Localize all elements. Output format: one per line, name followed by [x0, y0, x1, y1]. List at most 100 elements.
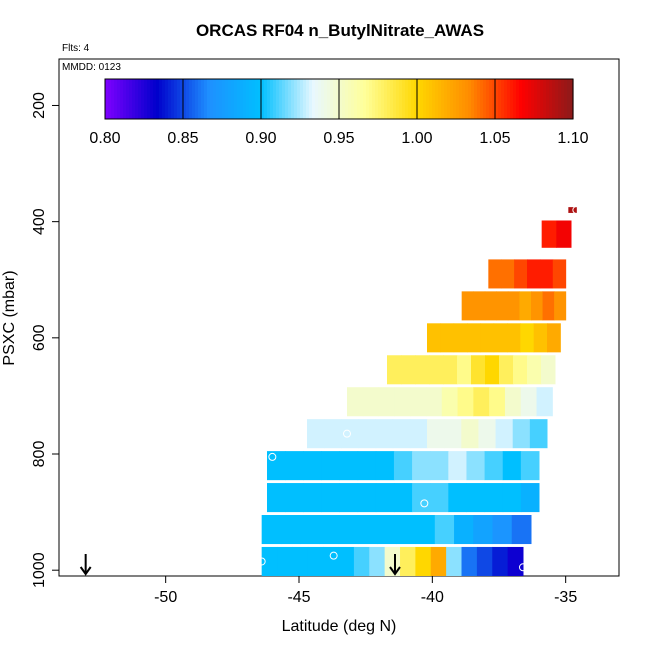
- sample-marker: [519, 563, 527, 572]
- colorbar-swatch: [243, 79, 247, 119]
- heatmap-cell: [533, 323, 548, 353]
- colorbar-swatch: [279, 79, 283, 119]
- colorbar-swatch: [405, 79, 409, 119]
- colorbar-swatch: [378, 79, 382, 119]
- heatmap-cell: [324, 419, 342, 449]
- heatmap-cell: [499, 355, 514, 385]
- colorbar-swatch: [414, 79, 418, 119]
- colorbar-swatch: [465, 79, 469, 119]
- colorbar-swatch: [432, 79, 436, 119]
- colorbar-swatch: [474, 79, 478, 119]
- heatmap-cell: [321, 483, 341, 513]
- colorbar-swatch: [153, 79, 157, 119]
- colorbar-swatch: [516, 79, 520, 119]
- colorbar-swatch: [264, 79, 268, 119]
- heatmap-cell: [461, 546, 478, 576]
- heatmap-cell: [394, 387, 411, 417]
- y-tick-label: 400: [31, 208, 48, 235]
- heatmap-cell: [285, 483, 304, 513]
- heatmap-cell: [529, 419, 548, 449]
- sample-marker: [420, 499, 429, 508]
- heatmap-cell: [478, 419, 497, 449]
- heatmap-cell: [430, 483, 449, 513]
- colorbar-swatch: [429, 79, 433, 119]
- colorbar-swatch: [108, 79, 112, 119]
- heatmap-cell: [378, 387, 395, 417]
- colorbar-swatch: [324, 79, 328, 119]
- colorbar-swatch: [486, 79, 490, 119]
- colorbar-swatch: [372, 79, 376, 119]
- colorbar-swatch: [282, 79, 286, 119]
- colorbar-swatch: [558, 79, 562, 119]
- colorbar-swatch: [381, 79, 385, 119]
- x-tick-label: -50: [154, 589, 177, 606]
- sample-marker: [343, 429, 351, 438]
- heatmap-cell: [514, 259, 528, 289]
- heatmap-cell: [392, 419, 411, 449]
- heatmap-cell: [527, 355, 542, 385]
- colorbar-swatch: [258, 79, 262, 119]
- colorbar-swatch: [267, 79, 271, 119]
- colorbar-swatch: [357, 79, 361, 119]
- heatmap-cell: [307, 546, 324, 576]
- heatmap-cell: [425, 387, 443, 417]
- heatmap-cell: [267, 451, 286, 481]
- heatmap-cell: [261, 515, 282, 545]
- sample-marker: [257, 557, 266, 566]
- x-axis: -50 -45 -40 -35: [154, 576, 577, 606]
- heatmap-cell: [393, 451, 413, 481]
- colorbar-swatch: [159, 79, 163, 119]
- colorbar-tick-label: 0.95: [323, 130, 354, 147]
- colorbar-swatch: [174, 79, 178, 119]
- colorbar-swatch: [297, 79, 301, 119]
- heatmap-cell: [541, 355, 556, 385]
- colorbar-swatch: [459, 79, 463, 119]
- heatmap-cell: [357, 451, 377, 481]
- colorbar-swatch: [180, 79, 184, 119]
- colorbar-swatch: [213, 79, 217, 119]
- heatmap-cell: [369, 546, 386, 576]
- colorbar-swatch: [201, 79, 205, 119]
- colorbar-swatch: [207, 79, 211, 119]
- colorbar-swatch: [222, 79, 226, 119]
- heatmap-cell: [401, 355, 416, 385]
- colorbar-swatch: [327, 79, 331, 119]
- colorbar-swatch: [447, 79, 451, 119]
- heatmap-cell: [556, 220, 572, 248]
- heatmap-cell: [338, 515, 359, 545]
- heatmap-cell: [415, 515, 436, 545]
- colorbar-swatch: [489, 79, 493, 119]
- colorbar-swatch: [138, 79, 142, 119]
- heatmap-cell: [484, 451, 504, 481]
- colorbar-swatch: [141, 79, 145, 119]
- heatmap-cell: [300, 515, 320, 545]
- colorbar-swatch: [354, 79, 358, 119]
- heatmap-cell: [412, 483, 431, 513]
- heatmap-cell: [484, 291, 497, 321]
- colorbar-swatch: [168, 79, 172, 119]
- colorbar-swatch: [306, 79, 310, 119]
- colorbar-swatch: [396, 79, 400, 119]
- colorbar-swatch: [120, 79, 124, 119]
- colorbar-swatch: [366, 79, 370, 119]
- heatmap-cell: [492, 515, 513, 545]
- colorbar-swatch: [333, 79, 337, 119]
- colorbar-swatch: [375, 79, 379, 119]
- colorbar-swatch: [522, 79, 526, 119]
- colorbar-swatch: [531, 79, 535, 119]
- colorbar-swatch: [360, 79, 364, 119]
- colorbar-swatch: [417, 79, 421, 119]
- heatmap-cell: [502, 451, 522, 481]
- heatmap-cell: [347, 387, 364, 417]
- colorbar-swatch: [504, 79, 508, 119]
- colorbar-swatch: [126, 79, 130, 119]
- colorbar-swatch: [312, 79, 316, 119]
- heatmap-cell: [375, 483, 395, 513]
- colorbar-swatch: [384, 79, 388, 119]
- colorbar-swatch: [483, 79, 487, 119]
- heatmap-cell: [292, 546, 309, 576]
- colorbar-swatch: [195, 79, 199, 119]
- colorbar-tick-label: 1.05: [479, 130, 510, 147]
- heatmap-cell: [512, 419, 531, 449]
- colorbar-swatch: [288, 79, 292, 119]
